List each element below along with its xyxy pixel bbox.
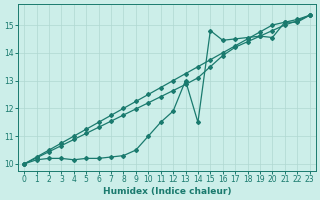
X-axis label: Humidex (Indice chaleur): Humidex (Indice chaleur) <box>103 187 231 196</box>
